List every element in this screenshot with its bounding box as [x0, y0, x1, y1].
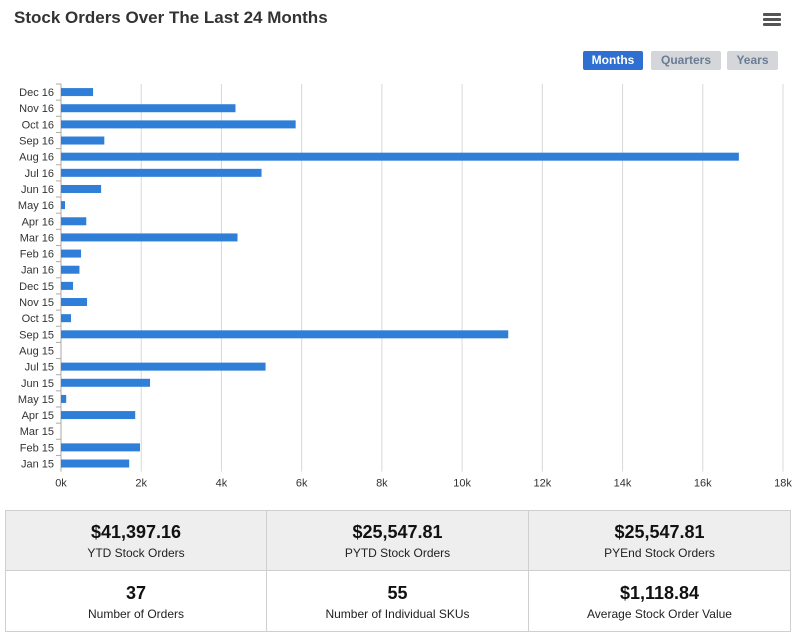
bar[interactable] — [61, 184, 102, 193]
bars — [61, 88, 739, 468]
stat-value: $25,547.81 — [352, 522, 443, 542]
stat-value: $25,547.81 — [614, 522, 705, 542]
page-title: Stock Orders Over The Last 24 Months — [14, 8, 328, 27]
category-label: Oct 15 — [22, 313, 54, 325]
bar[interactable] — [61, 152, 739, 161]
stat-pyend: $25,547.81 PYEnd Stock Orders — [529, 511, 790, 571]
stat-number-of-orders: 37 Number of Orders — [6, 571, 267, 631]
category-label: Sep 15 — [19, 329, 54, 341]
x-tick-label: 16k — [694, 478, 712, 490]
stat-ytd: $41,397.16 YTD Stock Orders — [6, 511, 267, 571]
bar[interactable] — [61, 104, 236, 113]
stat-pytd: $25,547.81 PYTD Stock Orders — [267, 511, 529, 571]
category-label: Dec 16 — [19, 87, 54, 99]
hamburger-menu-icon[interactable] — [763, 13, 781, 27]
bar[interactable] — [61, 411, 136, 420]
x-tick-label: 14k — [614, 478, 632, 490]
stat-number-of-skus: 55 Number of Individual SKUs — [267, 571, 529, 631]
category-label: Jan 15 — [21, 459, 54, 471]
bar[interactable] — [61, 298, 88, 307]
category-label: Feb 15 — [20, 442, 54, 454]
category-label: Dec 15 — [19, 281, 54, 293]
category-label: Apr 16 — [22, 216, 54, 228]
bar[interactable] — [61, 217, 87, 226]
category-label: May 15 — [18, 394, 54, 406]
category-label: Jan 16 — [21, 265, 54, 277]
bar[interactable] — [61, 330, 509, 339]
stat-label: Average Stock Order Value — [587, 606, 732, 621]
x-tick-label: 10k — [453, 478, 471, 490]
years-button[interactable]: Years — [727, 51, 778, 70]
bar[interactable] — [61, 314, 72, 323]
category-label: Mar 15 — [20, 426, 54, 438]
stat-value: 55 — [387, 582, 408, 603]
category-label: May 16 — [18, 200, 54, 212]
bar[interactable] — [61, 249, 82, 258]
stat-label: PYTD Stock Orders — [344, 546, 451, 560]
bar[interactable] — [61, 443, 141, 452]
bar[interactable] — [61, 378, 151, 387]
stat-label: PYEnd Stock Orders — [604, 546, 715, 560]
x-tick-label: 6k — [296, 478, 308, 490]
x-tick-label: 4k — [216, 478, 228, 490]
category-label: Aug 16 — [19, 152, 54, 164]
bar[interactable] — [61, 88, 94, 97]
bar[interactable] — [61, 394, 67, 403]
x-tick-label: 8k — [376, 478, 388, 490]
category-label: Nov 15 — [19, 297, 54, 309]
stat-value: 37 — [125, 582, 147, 603]
category-label: Jul 16 — [25, 168, 54, 180]
bar[interactable] — [61, 459, 130, 468]
stat-value: $1,118.84 — [619, 582, 700, 603]
category-label: Mar 16 — [20, 232, 54, 244]
x-tick-labels: 0k 2k 4k 6k 8k 10k 12k 14k 16k 18k — [55, 478, 792, 490]
months-button[interactable]: Months — [583, 51, 643, 70]
x-tick-label: 18k — [774, 478, 792, 490]
stat-label: Number of Orders — [87, 606, 185, 621]
category-label: Sep 16 — [19, 136, 54, 148]
stat-label: Number of Individual SKUs — [325, 606, 470, 621]
x-tick-label: 12k — [533, 478, 551, 490]
stat-label: YTD Stock Orders — [87, 546, 185, 560]
category-label: Aug 15 — [19, 345, 54, 357]
bar[interactable] — [61, 281, 74, 290]
stat-value: $41,397.16 — [90, 522, 182, 542]
bar[interactable] — [61, 120, 296, 129]
stat-average-order-value: $1,118.84 Average Stock Order Value — [529, 571, 790, 631]
grid-lines — [56, 83, 784, 472]
category-label: Feb 16 — [20, 249, 54, 261]
bar[interactable] — [61, 201, 66, 210]
bar[interactable] — [61, 362, 266, 371]
category-labels: Dec 16 Nov 16 Oct 16 Sep 16 Aug 16 Jul 16 Jun … — [18, 87, 54, 470]
category-label: Nov 16 — [19, 103, 54, 115]
category-label: Jun 16 — [21, 184, 54, 196]
category-label: Apr 15 — [22, 410, 54, 422]
stock-orders-bar-chart: Dec 16 Nov 16 Oct 16 Sep 16 Aug 16 Jul 16 Jun … — [18, 83, 792, 490]
bar[interactable] — [61, 233, 238, 242]
bar[interactable] — [61, 265, 80, 274]
quarters-button[interactable]: Quarters — [651, 51, 721, 70]
stats-panel: $41,397.16 YTD Stock Orders $25,547.81 P… — [5, 510, 791, 632]
category-label: Oct 16 — [22, 119, 54, 131]
x-tick-label: 2k — [135, 478, 147, 490]
category-label: Jun 15 — [21, 378, 54, 390]
category-label: Jul 15 — [25, 362, 54, 374]
bar[interactable] — [61, 136, 105, 145]
x-tick-label: 0k — [55, 478, 67, 490]
bar[interactable] — [61, 168, 262, 177]
